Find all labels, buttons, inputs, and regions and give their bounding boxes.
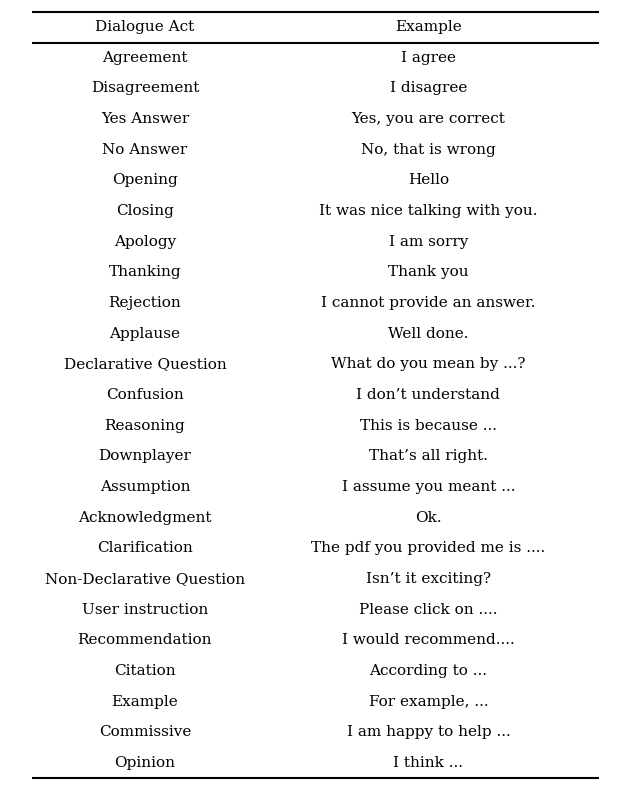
Text: According to ...: According to ... — [369, 664, 488, 678]
Text: I am happy to help ...: I am happy to help ... — [346, 725, 510, 739]
Text: Declarative Question: Declarative Question — [64, 357, 226, 371]
Text: Yes, you are correct: Yes, you are correct — [352, 112, 505, 126]
Text: No Answer: No Answer — [102, 143, 188, 156]
Text: Recommendation: Recommendation — [77, 634, 212, 647]
Text: Hello: Hello — [408, 174, 449, 187]
Text: What do you mean by ...?: What do you mean by ...? — [331, 357, 525, 371]
Text: Applause: Applause — [110, 327, 180, 340]
Text: Well done.: Well done. — [388, 327, 469, 340]
Text: I disagree: I disagree — [390, 81, 467, 96]
Text: Ok.: Ok. — [415, 510, 442, 525]
Text: Non-Declarative Question: Non-Declarative Question — [45, 572, 245, 586]
Text: That’s all right.: That’s all right. — [369, 450, 488, 463]
Text: Citation: Citation — [114, 664, 176, 678]
Text: Apology: Apology — [114, 235, 176, 249]
Text: Agreement: Agreement — [102, 51, 188, 65]
Text: Assumption: Assumption — [100, 480, 190, 494]
Text: Acknowledgment: Acknowledgment — [78, 510, 212, 525]
Text: Opinion: Opinion — [115, 756, 175, 769]
Text: Confusion: Confusion — [106, 388, 184, 402]
Text: Yes Answer: Yes Answer — [101, 112, 189, 126]
Text: Downplayer: Downplayer — [98, 450, 192, 463]
Text: I don’t understand: I don’t understand — [357, 388, 500, 402]
Text: Isn’t it exciting?: Isn’t it exciting? — [366, 572, 491, 586]
Text: I think ...: I think ... — [393, 756, 464, 769]
Text: This is because ...: This is because ... — [360, 419, 497, 433]
Text: Reasoning: Reasoning — [105, 419, 185, 433]
Text: I agree: I agree — [401, 51, 456, 65]
Text: Thank you: Thank you — [388, 265, 469, 280]
Text: For example, ...: For example, ... — [369, 694, 488, 709]
Text: Thanking: Thanking — [108, 265, 181, 280]
Text: It was nice talking with you.: It was nice talking with you. — [319, 204, 537, 218]
Text: Closing: Closing — [116, 204, 174, 218]
Text: Example: Example — [112, 694, 178, 709]
Text: Commissive: Commissive — [99, 725, 191, 739]
Text: User instruction: User instruction — [82, 603, 208, 616]
Text: The pdf you provided me is ....: The pdf you provided me is .... — [311, 541, 546, 555]
Text: Dialogue Act: Dialogue Act — [95, 21, 195, 34]
Text: Disagreement: Disagreement — [91, 81, 199, 96]
Text: I would recommend....: I would recommend.... — [342, 634, 515, 647]
Text: Opening: Opening — [112, 174, 178, 187]
Text: Clarification: Clarification — [97, 541, 193, 555]
Text: I am sorry: I am sorry — [389, 235, 468, 249]
Text: Example: Example — [395, 21, 462, 34]
Text: Please click on ....: Please click on .... — [359, 603, 498, 616]
Text: Rejection: Rejection — [108, 296, 181, 310]
Text: I cannot provide an answer.: I cannot provide an answer. — [321, 296, 536, 310]
Text: I assume you meant ...: I assume you meant ... — [341, 480, 515, 494]
Text: No, that is wrong: No, that is wrong — [361, 143, 496, 156]
